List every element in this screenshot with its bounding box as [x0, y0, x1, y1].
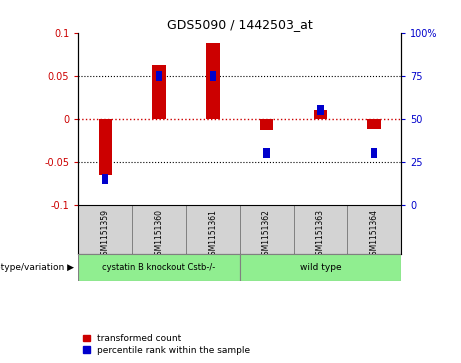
Bar [371, 148, 378, 158]
Legend: transformed count, percentile rank within the sample: transformed count, percentile rank withi… [83, 334, 250, 355]
Bar [367, 119, 381, 129]
Bar [313, 110, 327, 119]
Text: wild type: wild type [300, 263, 341, 272]
Text: genotype/variation ▶: genotype/variation ▶ [0, 263, 74, 272]
Text: GSM1151361: GSM1151361 [208, 209, 217, 260]
Bar [263, 148, 270, 158]
Bar [78, 254, 240, 281]
Bar [260, 119, 273, 130]
Text: GSM1151362: GSM1151362 [262, 209, 271, 260]
Bar [156, 70, 162, 81]
Bar [102, 174, 108, 184]
Text: GSM1151363: GSM1151363 [316, 209, 325, 260]
Bar [210, 70, 216, 81]
Bar [206, 43, 219, 119]
Bar [152, 65, 166, 119]
Text: GSM1151359: GSM1151359 [101, 209, 110, 260]
Title: GDS5090 / 1442503_at: GDS5090 / 1442503_at [167, 19, 313, 32]
Bar [317, 105, 324, 115]
Text: cystatin B knockout Cstb-/-: cystatin B knockout Cstb-/- [102, 263, 216, 272]
Bar [99, 119, 112, 175]
Text: GSM1151364: GSM1151364 [370, 209, 378, 260]
Bar [240, 254, 401, 281]
Text: GSM1151360: GSM1151360 [154, 209, 164, 260]
